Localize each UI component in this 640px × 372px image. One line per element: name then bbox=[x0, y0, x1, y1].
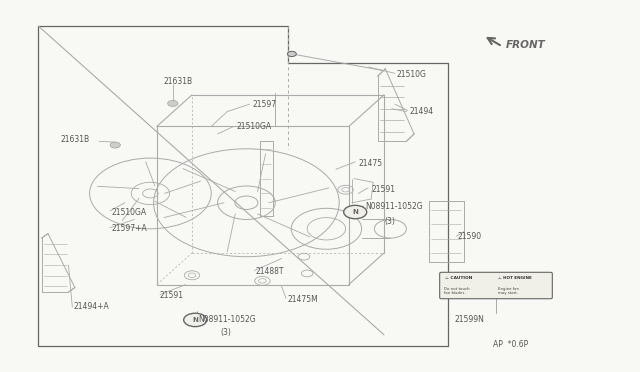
Text: 21475: 21475 bbox=[358, 159, 383, 168]
Circle shape bbox=[110, 142, 120, 148]
Circle shape bbox=[344, 205, 367, 219]
Text: 21591: 21591 bbox=[371, 185, 396, 194]
Text: AP  *0.6P: AP *0.6P bbox=[493, 340, 528, 349]
Text: 21510GA: 21510GA bbox=[237, 122, 272, 131]
Circle shape bbox=[287, 51, 296, 57]
Text: N08911-1052G: N08911-1052G bbox=[365, 202, 422, 211]
Text: 21591: 21591 bbox=[160, 291, 184, 300]
Text: (3): (3) bbox=[221, 328, 232, 337]
Text: 21494+A: 21494+A bbox=[74, 302, 109, 311]
Text: 21597: 21597 bbox=[253, 100, 277, 109]
Text: ⚠ HOT ENGINE: ⚠ HOT ENGINE bbox=[498, 276, 532, 280]
Text: FRONT: FRONT bbox=[506, 40, 545, 49]
Text: 21475M: 21475M bbox=[288, 295, 319, 304]
Text: Engine fan
may start.: Engine fan may start. bbox=[498, 286, 519, 295]
Text: 21631B: 21631B bbox=[163, 77, 193, 86]
Text: Do not touch
fan blades.: Do not touch fan blades. bbox=[444, 286, 470, 295]
Text: 21597+A: 21597+A bbox=[112, 224, 148, 233]
Text: 21599N: 21599N bbox=[454, 315, 484, 324]
FancyBboxPatch shape bbox=[440, 272, 552, 299]
Text: 21590: 21590 bbox=[458, 232, 482, 241]
Text: N: N bbox=[192, 317, 198, 323]
Text: 21510G: 21510G bbox=[397, 70, 427, 79]
Text: 21510GA: 21510GA bbox=[112, 208, 147, 217]
Text: N08911-1052G: N08911-1052G bbox=[198, 315, 256, 324]
Bar bbox=[260, 141, 273, 216]
Circle shape bbox=[184, 313, 207, 327]
Text: ⚠ CAUTION: ⚠ CAUTION bbox=[445, 276, 473, 280]
Text: N: N bbox=[352, 209, 358, 215]
Text: 21488T: 21488T bbox=[256, 267, 285, 276]
Circle shape bbox=[168, 100, 178, 106]
Text: 21494: 21494 bbox=[410, 107, 434, 116]
Text: (3): (3) bbox=[384, 217, 395, 226]
Bar bbox=[429, 201, 464, 262]
Text: 21631B: 21631B bbox=[61, 135, 90, 144]
